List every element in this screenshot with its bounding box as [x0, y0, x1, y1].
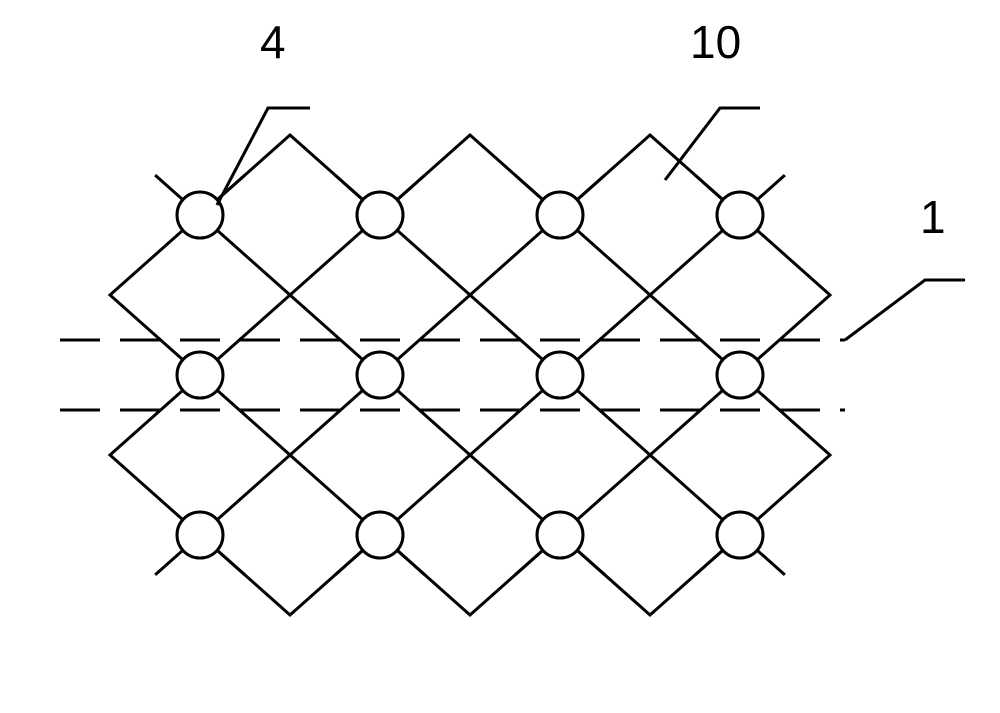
lattice-line	[560, 135, 740, 215]
lattice-node	[177, 192, 223, 238]
lattice-node	[717, 512, 763, 558]
callout-leader	[665, 108, 760, 180]
lattice-line	[200, 535, 380, 615]
lattice-line	[380, 135, 560, 215]
lattice-node	[357, 192, 403, 238]
lattice-node	[537, 512, 583, 558]
callout-label-10: 10	[690, 15, 741, 69]
lattice-line	[740, 375, 830, 535]
callout-label-1: 1	[920, 190, 946, 244]
lattice-line	[380, 535, 560, 615]
lattice-node	[537, 192, 583, 238]
callout-leader	[845, 280, 965, 340]
callout-label-4: 4	[260, 15, 286, 69]
lattice-line	[200, 135, 380, 215]
lattice-node	[537, 352, 583, 398]
lattice-node	[177, 512, 223, 558]
lattice-node	[717, 192, 763, 238]
lattice-node	[357, 512, 403, 558]
diagram-canvas: 4 10 1	[0, 0, 1000, 713]
lattice-node	[177, 352, 223, 398]
lattice-node	[717, 352, 763, 398]
lattice-node	[357, 352, 403, 398]
lattice-line	[740, 215, 830, 375]
lattice-line	[110, 215, 200, 375]
lattice-line	[110, 375, 200, 535]
diagram-svg	[0, 0, 1000, 713]
callout-leader	[217, 108, 310, 205]
lattice-line	[560, 535, 740, 615]
